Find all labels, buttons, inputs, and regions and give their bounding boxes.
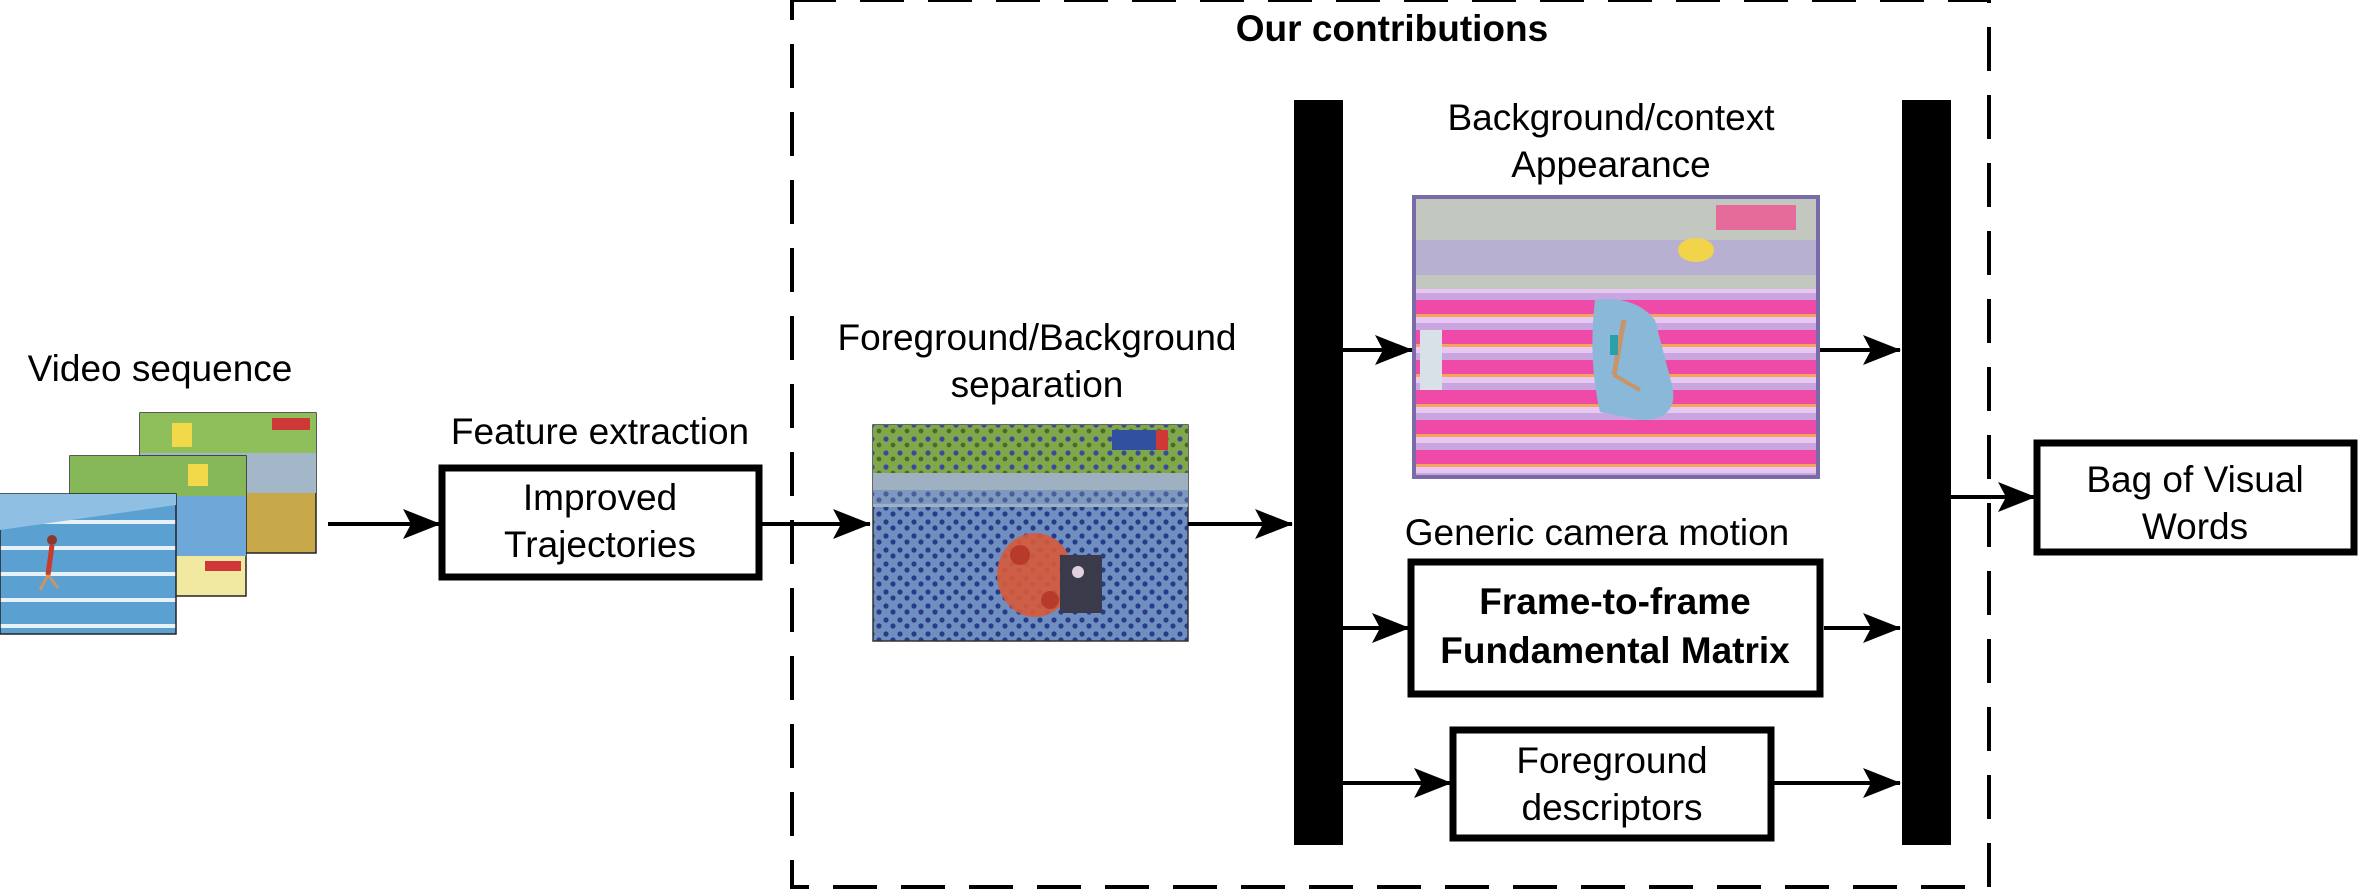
fgbg-label-line1: Foreground/Background: [837, 317, 1236, 358]
flow-arrows: [328, 335, 2036, 798]
bag-of-visual-words-line2: Words: [2142, 506, 2248, 547]
merge-bar-right: [1902, 100, 1951, 845]
context-label-line1: Background/context: [1447, 97, 1775, 138]
fundamental-matrix-line1: Frame-to-frame: [1479, 581, 1750, 622]
video-frame-3: [139, 412, 317, 554]
contributions-title: Our contributions: [1236, 8, 1548, 49]
context-label-line2: Appearance: [1511, 144, 1711, 185]
video-sequence-label: Video sequence: [28, 348, 293, 389]
fundamental-matrix-box: [1407, 558, 1824, 698]
foreground-descriptors-line1: Foreground: [1516, 740, 1707, 781]
foreground-descriptors-line2: descriptors: [1522, 787, 1703, 828]
improved-trajectories-line2: Trajectories: [504, 524, 696, 565]
bag-of-visual-words-line1: Bag of Visual: [2086, 459, 2303, 500]
fgbg-separation-image: [872, 424, 1189, 642]
context-appearance-image: [1412, 195, 1820, 479]
fgbg-label-line2: separation: [951, 364, 1124, 405]
improved-trajectories-line1: Improved: [523, 477, 677, 518]
video-frame-1: [0, 493, 177, 635]
fundamental-matrix-line2: Fundamental Matrix: [1440, 630, 1790, 671]
split-bar-left: [1294, 100, 1343, 845]
bag-of-visual-words-box: [2033, 439, 2358, 556]
feature-extraction-label: Feature extraction: [451, 411, 749, 452]
camera-motion-label: Generic camera motion: [1405, 512, 1790, 553]
contributions-region: [790, 0, 1991, 889]
foreground-descriptors-box: [1449, 726, 1775, 842]
video-frames-stack: [0, 412, 317, 635]
